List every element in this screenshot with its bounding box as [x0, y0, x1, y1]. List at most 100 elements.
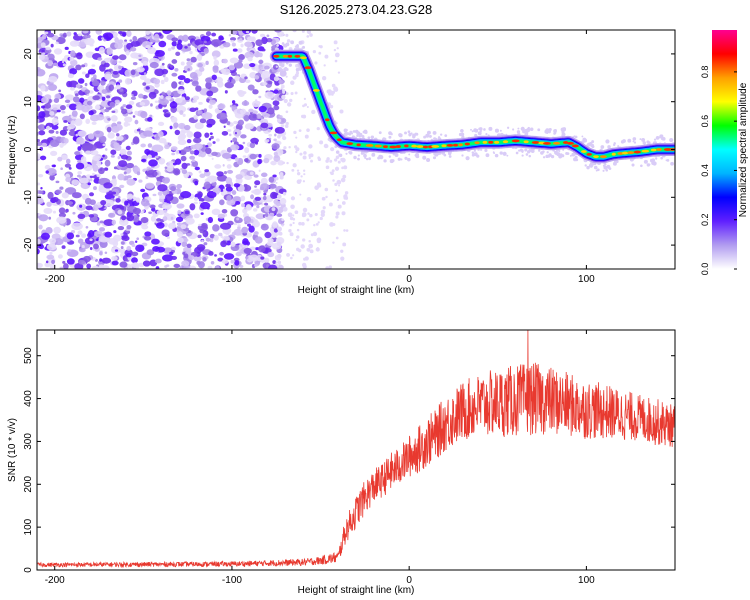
noise-speckle [87, 182, 92, 186]
noise-speckle [183, 146, 192, 153]
noise-speckle [184, 210, 190, 215]
noise-speckle [206, 190, 217, 199]
noise-speckle [48, 216, 52, 220]
noise-speckle [125, 145, 131, 151]
noise-speckle [77, 130, 87, 137]
noise-speckle [107, 117, 111, 121]
noise-speckle [273, 89, 279, 94]
noise-speckle [42, 34, 47, 40]
spectrogram-y-ticks: -20 -10 0 10 20 [23, 48, 675, 252]
faint-speckle [301, 212, 307, 217]
noise-speckle [77, 230, 83, 235]
noise-speckle [163, 212, 170, 217]
ridge-hotspot [458, 143, 463, 147]
halo-speckle [295, 44, 299, 49]
noise-speckle [193, 201, 198, 205]
noise-speckle [193, 143, 203, 150]
noise-speckle [61, 110, 66, 114]
noise-speckle [272, 260, 277, 264]
noise-speckle [126, 246, 132, 251]
noise-speckle [62, 63, 67, 67]
halo-speckle [379, 155, 384, 160]
noise-speckle [132, 262, 139, 268]
noise-speckle [200, 222, 208, 229]
noise-speckle [198, 153, 202, 157]
ridge-hotspot [494, 140, 500, 144]
ridge-hotspot [523, 140, 529, 144]
noise-speckle [199, 66, 205, 72]
noise-speckle [207, 265, 213, 269]
noise-speckle [169, 125, 173, 130]
faint-speckle [308, 239, 311, 243]
noise-speckle [205, 60, 209, 66]
noise-speckle [242, 155, 247, 158]
halo-speckle [281, 64, 284, 68]
noise-speckle [153, 78, 161, 85]
noise-speckle [51, 164, 56, 168]
noise-speckle [163, 76, 169, 83]
noise-speckle [60, 154, 68, 161]
noise-speckle [124, 200, 129, 206]
ridge-hotspot [531, 141, 540, 144]
ridge-hotspot [336, 138, 342, 142]
noise-speckle [170, 116, 178, 123]
noise-speckle [177, 75, 186, 81]
noise-speckle [270, 160, 277, 166]
halo-speckle [608, 167, 612, 170]
noise-speckle [243, 216, 252, 224]
noise-speckle [98, 166, 101, 169]
noise-speckle [126, 193, 134, 200]
noise-speckle [168, 222, 177, 230]
spectrogram-x-ticks: -200 -100 0 100 [45, 30, 595, 285]
faint-speckle [298, 249, 302, 253]
noise-speckle [274, 126, 285, 134]
faint-speckle [281, 224, 284, 227]
noise-speckle [115, 84, 121, 90]
ridge-hotspot [571, 144, 579, 148]
noise-speckle [123, 171, 127, 175]
noise-speckle [128, 100, 135, 106]
noise-speckle [89, 175, 94, 179]
ridge-hotspot [404, 144, 409, 148]
noise-speckle [90, 216, 98, 222]
noise-speckle [180, 81, 185, 86]
halo-speckle [640, 164, 643, 168]
halo-speckle [382, 137, 386, 141]
noise-speckle [72, 96, 80, 103]
ridge-hotspot [411, 144, 418, 148]
noise-speckle [258, 169, 261, 173]
noise-speckle [81, 64, 86, 68]
faint-speckle [296, 179, 302, 184]
noise-speckle [86, 100, 93, 106]
ridge-hotspot [324, 118, 330, 122]
noise-speckle [99, 220, 104, 224]
noise-speckle [217, 213, 226, 219]
noise-speckle [109, 101, 116, 108]
noise-speckle [224, 81, 234, 89]
noise-speckle [40, 187, 43, 190]
noise-speckle [238, 90, 245, 98]
faint-speckle [306, 35, 310, 38]
snr-x-label: Height of straight line (km) [298, 585, 415, 596]
halo-speckle [471, 151, 475, 154]
noise-speckle [132, 207, 142, 215]
halo-speckle [357, 157, 360, 161]
noise-speckle [45, 170, 49, 174]
noise-speckle [39, 146, 44, 151]
noise-speckle [199, 173, 206, 179]
noise-speckle [57, 254, 63, 259]
noise-speckle [85, 73, 90, 78]
faint-speckle [276, 44, 279, 47]
noise-speckle [249, 171, 254, 176]
noise-speckle [198, 170, 202, 174]
noise-speckle [274, 30, 282, 33]
ridge-hotspot [446, 143, 454, 147]
ridge-hotspot [300, 56, 307, 60]
halo-speckle [361, 135, 365, 139]
ridge-hotspot [633, 150, 642, 154]
noise-speckle [197, 62, 203, 68]
halo-speckle [562, 127, 565, 130]
noise-speckle [145, 182, 155, 189]
noise-speckle [186, 58, 191, 62]
noise-speckle [206, 123, 213, 128]
